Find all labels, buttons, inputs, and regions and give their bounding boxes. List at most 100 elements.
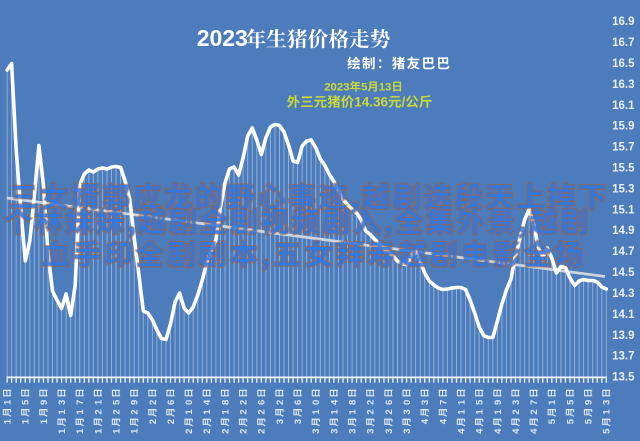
svg-text:14.9: 14.9 (612, 225, 634, 237)
svg-text:9: 9 (39, 400, 50, 405)
svg-text:8: 8 (348, 400, 359, 405)
svg-text:4: 4 (329, 399, 340, 405)
svg-text:16.5: 16.5 (612, 58, 635, 70)
svg-text:3: 3 (311, 429, 322, 434)
svg-text:0: 0 (311, 400, 322, 405)
svg-text:5: 5 (361, 82, 368, 94)
svg-text:2023: 2023 (197, 25, 248, 51)
svg-text:1: 1 (75, 409, 86, 415)
svg-text:0: 0 (402, 400, 413, 405)
svg-text:13.7: 13.7 (612, 351, 634, 363)
svg-text:3: 3 (420, 400, 431, 405)
svg-text:1: 1 (493, 409, 504, 415)
svg-text:6: 6 (166, 400, 177, 405)
svg-text:3: 3 (402, 409, 413, 414)
svg-text:0: 0 (184, 400, 195, 405)
svg-text:15.5: 15.5 (612, 163, 635, 175)
svg-text:4: 4 (493, 428, 504, 434)
svg-text:2: 2 (93, 409, 104, 414)
svg-text:4: 4 (420, 418, 431, 424)
svg-text:14.36: 14.36 (354, 95, 388, 110)
svg-text:1: 1 (329, 409, 340, 415)
svg-text:2: 2 (184, 429, 195, 434)
svg-text:5: 5 (584, 418, 595, 424)
svg-text:5: 5 (565, 399, 576, 405)
svg-text:1: 1 (3, 418, 14, 424)
svg-text:1: 1 (311, 409, 322, 415)
svg-text:6: 6 (257, 400, 268, 405)
svg-text:8: 8 (220, 400, 231, 405)
svg-text:2023: 2023 (324, 82, 349, 94)
svg-text:4: 4 (475, 428, 486, 434)
svg-text:1: 1 (3, 399, 14, 405)
svg-text:3: 3 (275, 419, 286, 424)
svg-text:9: 9 (130, 400, 141, 405)
svg-text:6: 6 (293, 400, 304, 405)
svg-text:3: 3 (329, 429, 340, 434)
svg-text:13: 13 (379, 82, 392, 94)
svg-text:2: 2 (239, 429, 250, 434)
svg-text:7: 7 (529, 400, 540, 405)
svg-text:13.5: 13.5 (612, 372, 635, 384)
svg-text:3: 3 (602, 400, 613, 405)
svg-text:4: 4 (456, 428, 467, 434)
svg-text:6: 6 (384, 400, 395, 405)
svg-text:9: 9 (493, 400, 504, 405)
svg-text:5: 5 (602, 428, 613, 434)
svg-text:2: 2 (366, 400, 377, 405)
svg-text:3: 3 (384, 429, 395, 434)
svg-text:9: 9 (584, 400, 595, 405)
svg-text:4: 4 (202, 399, 213, 405)
svg-text:7: 7 (75, 400, 86, 405)
svg-text:14.3: 14.3 (612, 288, 634, 300)
svg-text:15.1: 15.1 (612, 204, 635, 216)
svg-text:5: 5 (111, 399, 122, 405)
svg-text:1: 1 (456, 409, 467, 415)
svg-text:2: 2 (257, 429, 268, 434)
svg-text:4: 4 (511, 428, 522, 434)
svg-text:2: 2 (148, 400, 159, 405)
svg-text:1: 1 (57, 428, 68, 434)
svg-text:2: 2 (257, 409, 268, 414)
svg-text:5: 5 (565, 418, 576, 424)
svg-text:2: 2 (166, 419, 177, 424)
svg-text:1: 1 (456, 399, 467, 405)
svg-text:2: 2 (130, 409, 141, 414)
svg-text:5: 5 (547, 418, 558, 424)
svg-text:4: 4 (529, 428, 540, 434)
svg-text:15.3: 15.3 (612, 183, 634, 195)
svg-text:1: 1 (130, 428, 141, 434)
svg-text:1: 1 (111, 428, 122, 434)
svg-text:2: 2 (111, 409, 122, 414)
svg-text:2: 2 (239, 400, 250, 405)
svg-text:/: / (402, 95, 406, 110)
svg-text:3: 3 (366, 429, 377, 434)
svg-text:2: 2 (220, 429, 231, 434)
svg-text:1: 1 (602, 409, 613, 415)
svg-text:1: 1 (202, 409, 213, 415)
svg-text:1: 1 (184, 409, 195, 415)
svg-text:16.7: 16.7 (612, 37, 634, 49)
svg-text:14.1: 14.1 (612, 309, 635, 321)
svg-text:3: 3 (402, 429, 413, 434)
svg-text:16.1: 16.1 (612, 100, 635, 112)
svg-text:1: 1 (39, 418, 50, 424)
svg-text:1: 1 (547, 399, 558, 405)
svg-text:2: 2 (202, 429, 213, 434)
svg-text:15.7: 15.7 (612, 142, 634, 154)
svg-text:4: 4 (438, 418, 449, 424)
svg-text:1: 1 (57, 409, 68, 415)
svg-text:2: 2 (366, 409, 377, 414)
svg-text:2: 2 (511, 409, 522, 414)
svg-text:14.5: 14.5 (612, 267, 635, 279)
svg-text:7: 7 (438, 400, 449, 405)
svg-text:1: 1 (75, 428, 86, 434)
svg-text:16.9: 16.9 (612, 16, 634, 28)
svg-text:1: 1 (220, 409, 231, 415)
svg-text:3: 3 (348, 429, 359, 434)
svg-text:15.9: 15.9 (612, 121, 634, 133)
svg-text:2: 2 (529, 409, 540, 414)
svg-text:5: 5 (21, 399, 32, 405)
svg-text:2: 2 (384, 409, 395, 414)
svg-text:3: 3 (511, 400, 522, 405)
